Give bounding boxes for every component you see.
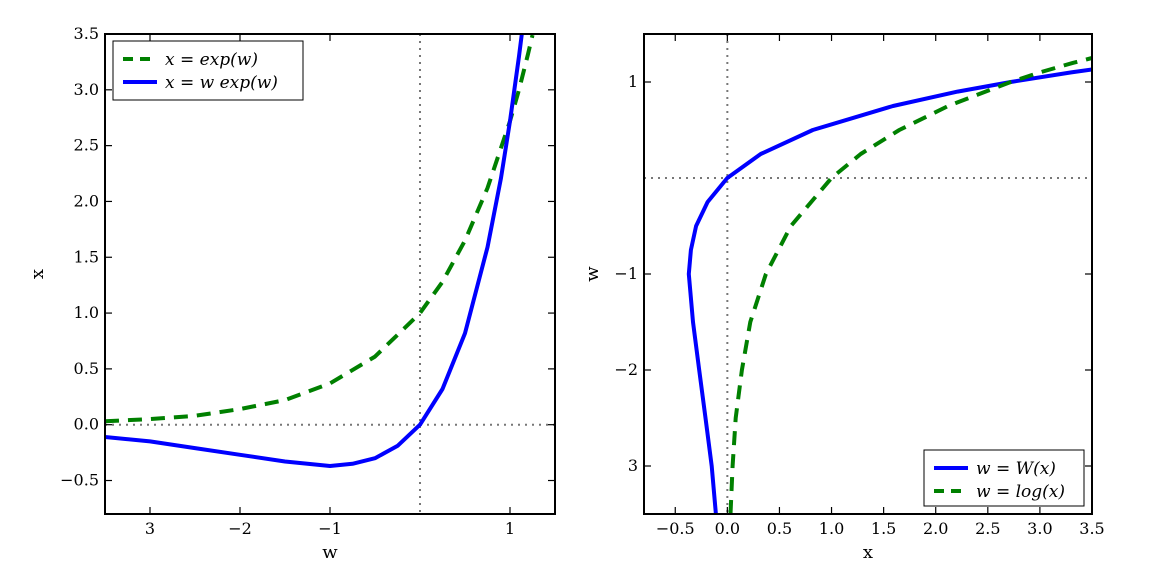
y-axis-label: w [582, 266, 603, 282]
x-tick-label: 0.5 [767, 519, 792, 538]
legend-entry-label: w = W(x) [976, 459, 1056, 479]
right-chart: −0.5 0.0 0.5 1.0 1.5 2.0 2.5 3.0 3.5 3 −2 −1 1 x w w = … [582, 33, 1105, 563]
y-tick-label: 0.5 [74, 359, 99, 378]
x-tick-label: 2.0 [923, 519, 948, 538]
y-tick-label: −0.5 [60, 471, 99, 490]
y-tick-label: 1.5 [74, 247, 99, 266]
x-tick-label: 3.5 [1079, 519, 1104, 538]
axes-frame [104, 33, 556, 515]
series-line-blue [105, 34, 524, 468]
y-tick-label: 2.5 [74, 136, 99, 155]
legend-box [923, 449, 1085, 507]
axes-frame [643, 33, 1093, 515]
legend-entry-label: w = log(x) [976, 482, 1065, 502]
series-line-blue [686, 67, 1092, 514]
legend-box [112, 40, 304, 101]
plot-area [686, 56, 1092, 514]
legend: x = exp(w) x = w exp(w) [112, 40, 304, 101]
y-tick-label: −2 [614, 360, 638, 379]
legend-entry-label: x = w exp(w) [165, 73, 278, 93]
x-tick-label: 3 [145, 519, 155, 538]
x-tick-label: −1 [318, 519, 342, 538]
y-tick-label: 3.0 [74, 80, 99, 99]
x-tick-label: −0.5 [656, 519, 695, 538]
plot-area [105, 34, 535, 468]
x-axis-label: w [322, 542, 338, 563]
y-tick-label: 2.0 [74, 191, 99, 210]
x-tick-label: 2.5 [975, 519, 1000, 538]
y-tick-label: −1 [614, 264, 638, 283]
legend-entry-label: x = exp(w) [165, 50, 258, 70]
y-axis-label: x [27, 269, 48, 279]
x-tick-label: 1.5 [871, 519, 896, 538]
y-tick-label: 3 [628, 456, 638, 475]
y-tick-label: 3.5 [74, 24, 99, 43]
series-line-green [728, 56, 1092, 514]
x-tick-label: −2 [228, 519, 252, 538]
x-tick-label: 1.0 [819, 519, 844, 538]
x-tick-label: 3.0 [1027, 519, 1052, 538]
x-tick-label: 1 [505, 519, 515, 538]
y-tick-label: 1 [628, 72, 638, 91]
series-line-green [105, 34, 535, 424]
legend: w = W(x) w = log(x) [923, 449, 1085, 507]
y-tick-label: 1.0 [74, 303, 99, 322]
x-tick-label: 0.0 [715, 519, 740, 538]
x-axis-label: x [863, 542, 873, 563]
left-chart: 3 −2 −1 1 −0.5 0.0 0.5 1.0 1.5 2.0 2.5 3.0 3.5 w x x = … [27, 24, 556, 563]
y-tick-label: 0.0 [74, 415, 99, 434]
